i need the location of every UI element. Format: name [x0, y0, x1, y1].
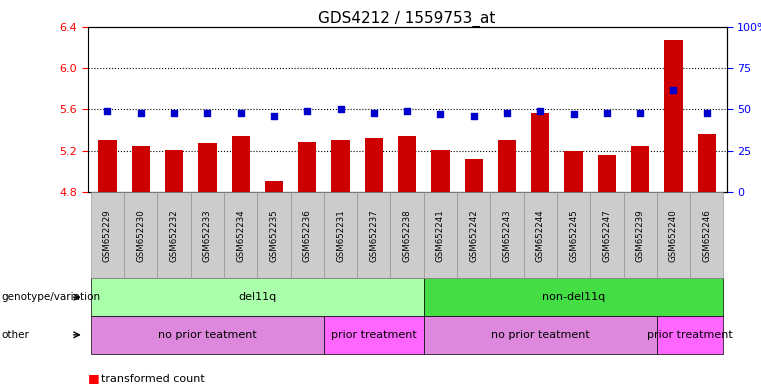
- Bar: [464, 159, 483, 192]
- Point: [268, 113, 280, 119]
- Point: [201, 110, 213, 116]
- Point: [468, 113, 480, 119]
- Bar: [132, 146, 150, 192]
- Bar: [631, 146, 649, 192]
- Bar: [331, 141, 350, 192]
- Text: prior treatment: prior treatment: [648, 330, 733, 340]
- Bar: [698, 134, 716, 192]
- Point: [301, 108, 314, 114]
- Text: no prior teatment: no prior teatment: [158, 330, 256, 340]
- Point: [135, 110, 147, 116]
- Bar: [565, 151, 583, 192]
- Point: [234, 110, 247, 116]
- Text: prior treatment: prior treatment: [331, 330, 417, 340]
- Point: [667, 86, 680, 93]
- Text: GSM652243: GSM652243: [502, 209, 511, 262]
- Bar: [298, 142, 317, 192]
- Text: GSM652231: GSM652231: [336, 209, 345, 262]
- Bar: [265, 180, 283, 192]
- Text: GSM652238: GSM652238: [403, 209, 412, 262]
- Bar: [365, 138, 383, 192]
- Bar: [398, 136, 416, 192]
- Point: [435, 111, 447, 118]
- Bar: [231, 136, 250, 192]
- Text: GSM652246: GSM652246: [702, 209, 712, 262]
- Point: [401, 108, 413, 114]
- Text: GSM652240: GSM652240: [669, 209, 678, 262]
- Text: GSM652239: GSM652239: [635, 209, 645, 262]
- Text: GSM652242: GSM652242: [470, 209, 478, 262]
- Point: [335, 106, 347, 113]
- Point: [634, 110, 646, 116]
- Text: GSM652244: GSM652244: [536, 209, 545, 262]
- Text: transformed count: transformed count: [101, 374, 205, 384]
- Bar: [165, 150, 183, 192]
- Text: GSM652230: GSM652230: [136, 209, 145, 262]
- Text: GSM652236: GSM652236: [303, 209, 312, 262]
- Text: non-del11q: non-del11q: [542, 292, 605, 302]
- Point: [568, 111, 580, 118]
- Bar: [98, 141, 116, 192]
- Bar: [531, 113, 549, 192]
- Text: GSM652241: GSM652241: [436, 209, 445, 262]
- Bar: [597, 155, 616, 192]
- Point: [534, 108, 546, 114]
- Bar: [498, 141, 516, 192]
- Text: other: other: [2, 330, 30, 340]
- Text: del11q: del11q: [238, 292, 276, 302]
- Bar: [198, 144, 217, 192]
- Text: GSM652232: GSM652232: [170, 209, 179, 262]
- Text: GSM652234: GSM652234: [236, 209, 245, 262]
- Text: GSM652229: GSM652229: [103, 209, 112, 262]
- Point: [368, 110, 380, 116]
- Bar: [431, 150, 450, 192]
- Text: GSM652237: GSM652237: [369, 209, 378, 262]
- Text: GSM652235: GSM652235: [269, 209, 279, 262]
- Point: [101, 108, 113, 114]
- Point: [601, 110, 613, 116]
- Point: [701, 110, 713, 116]
- Text: ■: ■: [88, 372, 99, 384]
- Text: no prior teatment: no prior teatment: [491, 330, 590, 340]
- Text: genotype/variation: genotype/variation: [2, 292, 100, 302]
- Text: GSM652245: GSM652245: [569, 209, 578, 262]
- Point: [168, 110, 180, 116]
- Bar: [664, 40, 683, 192]
- Point: [501, 110, 513, 116]
- Title: GDS4212 / 1559753_at: GDS4212 / 1559753_at: [318, 11, 496, 27]
- Text: GSM652233: GSM652233: [203, 209, 212, 262]
- Text: GSM652247: GSM652247: [603, 209, 611, 262]
